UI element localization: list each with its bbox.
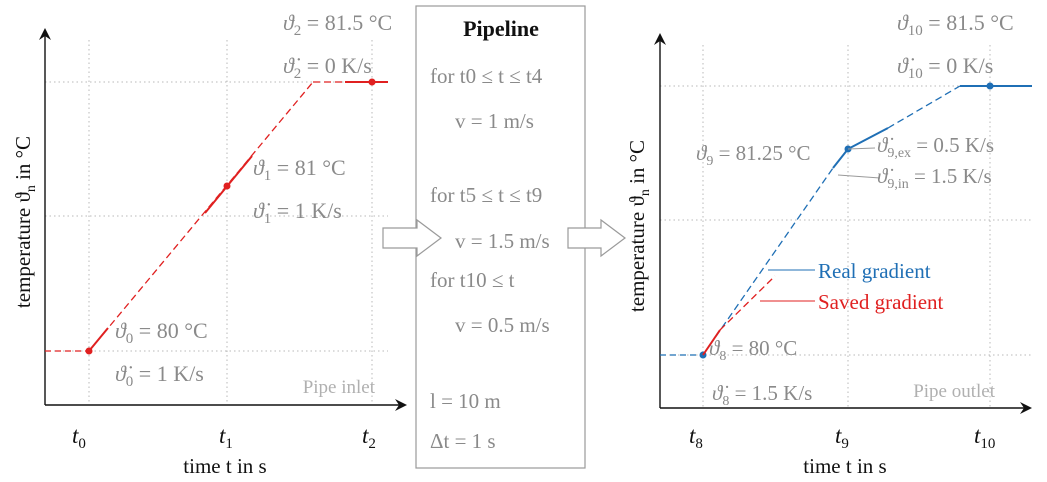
saved-gradient-dashed xyxy=(719,275,776,331)
annotation-theta-2: ϑ2 = 81.5 °C xyxy=(283,10,392,39)
tick-label-t1: t1 xyxy=(219,423,233,452)
annotation-theta-8: ϑ8 = 80 °C xyxy=(709,336,797,364)
inlet-segment-0 xyxy=(88,327,109,352)
leader-line-ex xyxy=(847,147,876,150)
tick-label-t9: t9 xyxy=(835,423,849,452)
pipeline-condition-3: for t10 ≤ t xyxy=(430,268,515,292)
pipeline-frame xyxy=(415,5,586,469)
annotation-rate-0: ϑ̇0 = 1 K/s xyxy=(115,361,204,390)
saved-gradient-solid xyxy=(702,329,721,356)
outlet-ramp-solid xyxy=(832,148,849,169)
pipeline-velocity-1: v = 1 m/s xyxy=(455,109,534,133)
left-y-axis-label: temperature ϑn in °C xyxy=(11,136,39,308)
outlet-ramp-dashed xyxy=(702,167,834,356)
right-watermark: Pipe outlet xyxy=(913,381,996,402)
annotation-theta-0: ϑ0 = 80 °C xyxy=(115,318,208,347)
annotation-theta-10: ϑ10 = 81.5 °C xyxy=(897,10,1014,39)
inlet-point-0 xyxy=(85,347,93,355)
outlet-point-10 xyxy=(986,82,994,90)
left-watermark: Pipe inlet xyxy=(303,377,376,398)
annotation-rate-9-ex: ϑ̇9,ex = 0.5 K/s xyxy=(877,133,994,161)
flow-arrow-in xyxy=(382,218,442,258)
legend-saved-gradient: Saved gradient xyxy=(818,290,944,314)
outlet-ext-solid xyxy=(847,127,889,150)
legend-real-gradient: Real gradient xyxy=(818,259,931,283)
right-y-axis-label: temperature ϑn in °C xyxy=(625,140,653,312)
annotation-theta-1: ϑ1 = 81 °C xyxy=(253,155,346,184)
pipeline-condition-1: for t0 ≤ t ≤ t4 xyxy=(430,64,543,88)
inlet-point-2 xyxy=(368,78,376,86)
annotation-rate-1: ϑ̇1 = 1 K/s xyxy=(253,198,342,227)
tick-label-t0: t0 xyxy=(72,423,86,452)
annotation-rate-10: ϑ̇10 = 0 K/s xyxy=(897,53,993,82)
tick-label-t8: t8 xyxy=(689,423,703,452)
tick-label-t2: t2 xyxy=(362,423,376,452)
pipeline-velocity-3: v = 0.5 m/s xyxy=(455,313,550,337)
annotation-theta-9: ϑ9 = 81.25 °C xyxy=(696,141,811,169)
pipeline-box: Pipeline for t0 ≤ t ≤ t4 v = 1 m/s for t… xyxy=(415,5,586,469)
inlet-point-1 xyxy=(223,182,231,190)
annotation-rate-2: ϑ̇2 = 0 K/s xyxy=(283,53,372,82)
right-x-axis-label: time t in s xyxy=(803,454,886,478)
annotation-rate-9-in: ϑ̇9,in = 1.5 K/s xyxy=(877,164,992,192)
left-x-axis-label: time t in s xyxy=(183,454,266,478)
inlet-ramp-dashed xyxy=(88,81,314,352)
pipeline-condition-2: for t5 ≤ t ≤ t9 xyxy=(430,183,542,207)
tick-label-t10: t10 xyxy=(974,423,995,452)
left-plot: t0 t1 t2 time t in s temperature ϑn in °… xyxy=(11,10,407,478)
leader-line-in xyxy=(837,174,881,179)
flow-arrow-out xyxy=(567,218,626,258)
pipeline-title: Pipeline xyxy=(463,16,539,41)
annotation-rate-8: ϑ̇8 = 1.5 K/s xyxy=(712,381,812,409)
pipeline-length: l = 10 m xyxy=(430,389,501,413)
pipeline-velocity-2: v = 1.5 m/s xyxy=(455,229,550,253)
right-plot: Real gradient Saved gradient t8 t9 t10 t… xyxy=(625,10,1032,478)
pipeline-timestep: Δt = 1 s xyxy=(430,429,496,453)
outlet-ext-dashed xyxy=(887,85,961,129)
